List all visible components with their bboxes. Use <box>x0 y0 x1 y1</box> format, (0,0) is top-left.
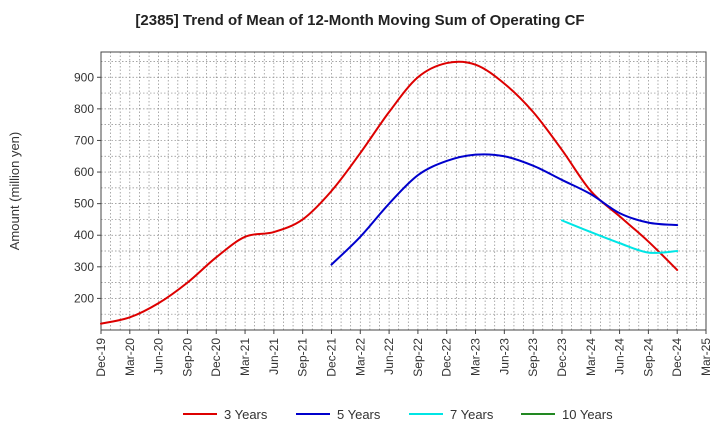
legend-label-7-years: 7 Years <box>450 407 494 422</box>
x-tick-label: Dec-21 <box>324 338 338 377</box>
x-tick-label: Sep-24 <box>641 338 655 377</box>
x-tick-label: Dec-23 <box>555 338 569 377</box>
x-tick-label: Mar-25 <box>699 338 713 376</box>
y-tick-label: 400 <box>74 228 94 242</box>
x-axis-ticks: Dec-19 Mar-20 Jun-20 Sep-20 Dec-20 Mar-21 Jun-… <box>94 330 713 377</box>
y-tick-label: 200 <box>74 291 94 305</box>
x-tick-label: Mar-21 <box>238 338 252 376</box>
series-line-7-years <box>560 219 679 254</box>
x-tick-label: Dec-22 <box>440 338 454 377</box>
legend-label-5-years: 5 Years <box>337 407 381 422</box>
x-tick-label: Jun-20 <box>152 338 166 375</box>
x-tick-label: Mar-23 <box>469 338 483 376</box>
series-lines <box>100 60 679 325</box>
grid <box>101 52 706 330</box>
legend-label-10-years: 10 Years <box>562 407 613 422</box>
y-tick-label: 700 <box>74 133 94 147</box>
x-tick-label: Jun-24 <box>613 338 627 375</box>
x-tick-label: Dec-24 <box>670 338 684 377</box>
y-axis-label: Amount (million yen) <box>7 132 22 251</box>
x-tick-label: Sep-22 <box>411 338 425 377</box>
series-line-3-years <box>100 60 679 325</box>
y-tick-label: 800 <box>74 102 94 116</box>
x-tick-label: Jun-23 <box>497 338 511 375</box>
x-tick-label: Sep-21 <box>296 338 310 377</box>
x-tick-label: Mar-20 <box>123 338 137 376</box>
series-line-5-years <box>330 153 679 266</box>
x-tick-label: Mar-24 <box>584 338 598 376</box>
legend-label-3-years: 3 Years <box>224 407 268 422</box>
legend: 3 Years 5 Years 7 Years 10 Years <box>183 407 613 422</box>
x-tick-label: Jun-21 <box>267 338 281 375</box>
y-axis-ticks: 200 300 400 500 600 700 800 900 <box>74 70 101 305</box>
x-tick-label: Dec-19 <box>94 338 108 377</box>
plot-area <box>100 51 707 331</box>
y-tick-label: 300 <box>74 260 94 274</box>
y-tick-label: 500 <box>74 197 94 211</box>
y-tick-label: 600 <box>74 165 94 179</box>
y-tick-label: 900 <box>74 70 94 84</box>
chart-title: [2385] Trend of Mean of 12-Month Moving … <box>135 12 585 29</box>
x-tick-label: Sep-20 <box>180 338 194 377</box>
x-tick-label: Dec-20 <box>209 338 223 377</box>
x-tick-label: Sep-23 <box>526 338 540 377</box>
x-tick-label: Jun-22 <box>382 338 396 375</box>
x-tick-label: Mar-22 <box>353 338 367 376</box>
